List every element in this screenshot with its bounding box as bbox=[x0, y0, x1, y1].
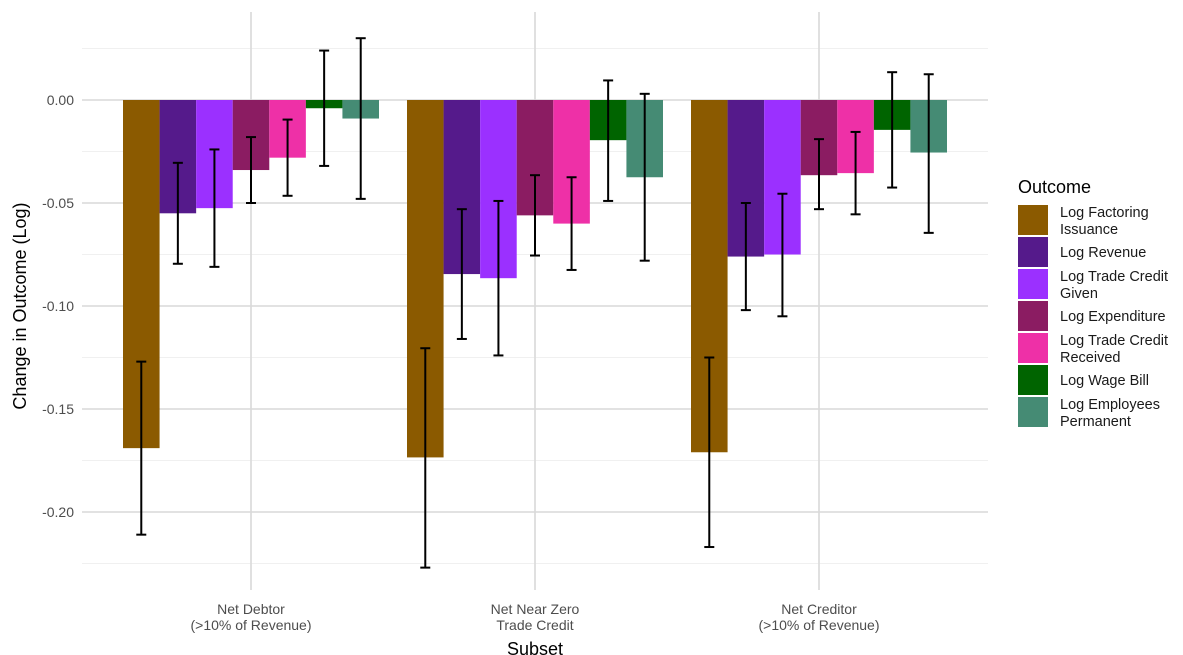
y-tick-label: 0.00 bbox=[47, 92, 74, 108]
legend-label: Log Expenditure bbox=[1060, 309, 1166, 325]
x-tick-label: Net Creditor (>10% of Revenue) bbox=[758, 601, 879, 633]
legend-label: Log Trade Credit Given bbox=[1060, 269, 1168, 302]
legend: Outcome Log Factoring Issuance Log Revenue… bbox=[1018, 177, 1168, 430]
y-tick-label: -0.15 bbox=[42, 401, 74, 417]
legend-key bbox=[1018, 365, 1048, 395]
x-tick-label: Net Near Zero Trade Credit bbox=[491, 601, 580, 633]
legend-label: Log Employees Permanent bbox=[1060, 397, 1160, 430]
error-bars-layer bbox=[136, 37, 934, 569]
y-axis-title: Change in Outcome (Log) bbox=[10, 202, 30, 409]
y-tick-label: -0.05 bbox=[42, 195, 74, 211]
y-tick-label: -0.10 bbox=[42, 298, 74, 314]
x-axis-title: Subset bbox=[507, 639, 563, 655]
legend-label: Log Factoring Issuance bbox=[1060, 205, 1149, 238]
legend-label: Log Wage Bill bbox=[1060, 373, 1149, 389]
legend-key bbox=[1018, 237, 1048, 267]
legend-key bbox=[1018, 205, 1048, 235]
y-tick-label: -0.20 bbox=[42, 504, 74, 520]
legend-label: Log Revenue bbox=[1060, 245, 1146, 261]
legend-key bbox=[1018, 269, 1048, 299]
legend-key bbox=[1018, 301, 1048, 331]
y-axis: 0.00 -0.05 -0.10 -0.15 -0.20 bbox=[42, 92, 74, 520]
x-axis: Net Debtor (>10% of Revenue) Net Near Zero… bbox=[190, 601, 879, 633]
legend-title: Outcome bbox=[1018, 177, 1091, 197]
grid bbox=[82, 12, 988, 590]
legend-label: Log Trade Credit Received bbox=[1060, 333, 1168, 366]
legend-key bbox=[1018, 333, 1048, 363]
legend-key bbox=[1018, 397, 1048, 427]
x-tick-label: Net Debtor (>10% of Revenue) bbox=[190, 601, 311, 633]
